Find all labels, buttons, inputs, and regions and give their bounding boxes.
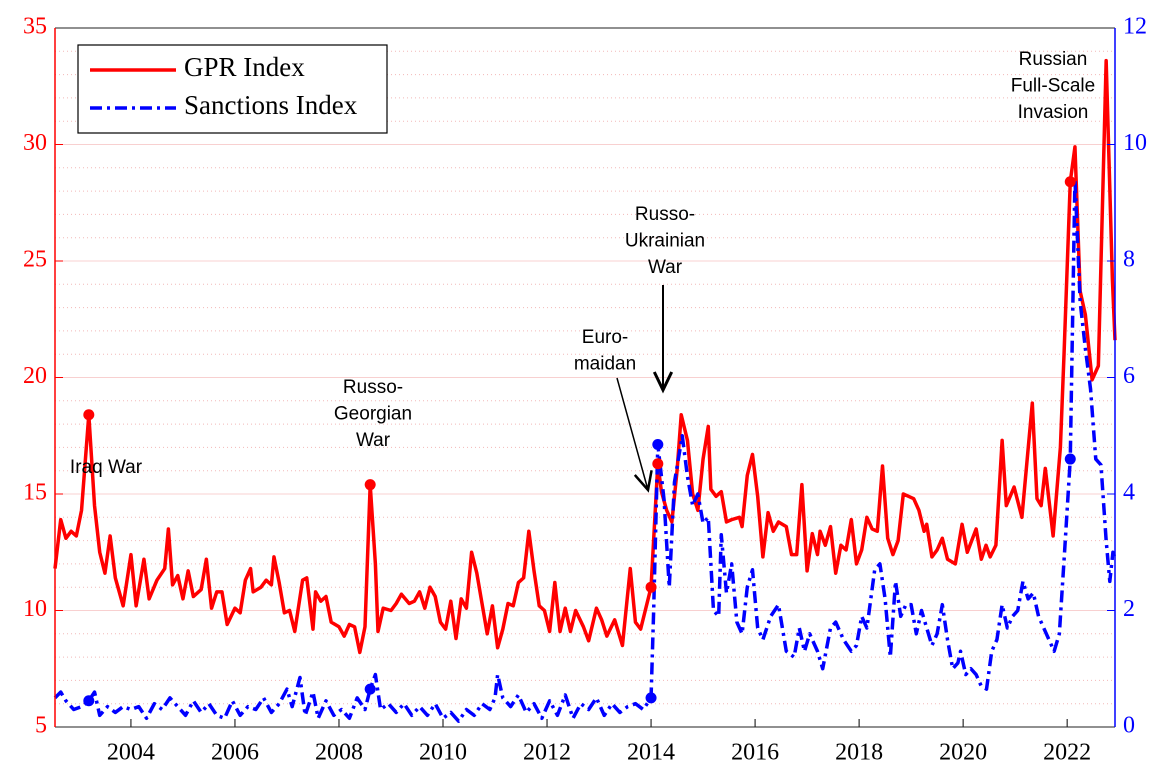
- x-tick-label: 2004: [107, 740, 155, 766]
- x-tick-label: 2016: [731, 740, 779, 766]
- x-tick-label: 2022: [1043, 740, 1091, 766]
- event-dot: [645, 692, 657, 704]
- y2-tick-label: 8: [1123, 247, 1135, 273]
- legend-label: Sanctions Index: [184, 90, 358, 120]
- x-tick-label: 2020: [939, 740, 987, 766]
- annotation-arrow-head: [652, 371, 674, 394]
- event-dot: [364, 683, 376, 695]
- x-tick-label: 2014: [627, 740, 675, 766]
- annotation: Euro-: [582, 327, 628, 348]
- event-dot: [645, 581, 657, 593]
- y-tick-label: 15: [23, 480, 47, 506]
- annotation: War: [356, 430, 391, 451]
- event-dot: [652, 458, 664, 470]
- event-dot: [652, 438, 664, 450]
- x-tick-label: 2012: [523, 740, 571, 766]
- series-line: [53, 177, 1117, 723]
- y-tick-label: 5: [35, 713, 47, 739]
- annotation: Russian: [1019, 49, 1088, 70]
- y-tick-label: 30: [23, 130, 47, 156]
- y-tick-label: 25: [23, 247, 47, 273]
- event-dot: [1064, 453, 1076, 465]
- y-tick-label: 10: [23, 596, 47, 622]
- series-line: [53, 58, 1117, 655]
- x-tick-label: 2006: [211, 740, 259, 766]
- annotation: Georgian: [334, 404, 412, 425]
- y2-tick-label: 12: [1123, 14, 1147, 40]
- annotation: Full-Scale: [1011, 76, 1095, 97]
- x-tick-label: 2018: [835, 740, 883, 766]
- y2-tick-label: 4: [1123, 480, 1135, 506]
- annotation-arrow-head: [633, 470, 653, 493]
- annotation: Russo-: [343, 377, 403, 398]
- y2-tick-label: 10: [1123, 130, 1147, 156]
- y2-tick-label: 6: [1123, 363, 1135, 389]
- y-tick-label: 35: [23, 14, 47, 40]
- annotation: Invasion: [1018, 102, 1089, 123]
- plot: Iraq War Russo- Georgian War Euro-maidan Russ…: [53, 49, 1117, 723]
- event-dot: [83, 409, 95, 421]
- annotation: maidan: [574, 354, 636, 375]
- annotation: Ukrainian: [625, 231, 705, 252]
- event-dot: [364, 479, 376, 491]
- y-tick-label: 20: [23, 363, 47, 389]
- frame: 5 10 15 20 25 30 35 0 2 4 6 8 10 12 2004 2006 2008 2010 20…: [23, 14, 1147, 766]
- legend-box: [77, 44, 388, 134]
- y2-tick-label: 0: [1123, 713, 1135, 739]
- legend: GPR Index Sanctions Index: [77, 44, 388, 134]
- annotation: War: [648, 257, 683, 278]
- event-dot: [83, 695, 95, 707]
- annotation: Russo-: [635, 204, 695, 225]
- legend-label: GPR Index: [184, 52, 305, 82]
- event-dot: [1064, 176, 1076, 188]
- annotation: Iraq War: [70, 457, 143, 478]
- annotation-arrow: [616, 377, 649, 491]
- x-tick-label: 2008: [315, 740, 363, 766]
- x-tick-label: 2010: [419, 740, 467, 766]
- y2-tick-label: 2: [1123, 596, 1135, 622]
